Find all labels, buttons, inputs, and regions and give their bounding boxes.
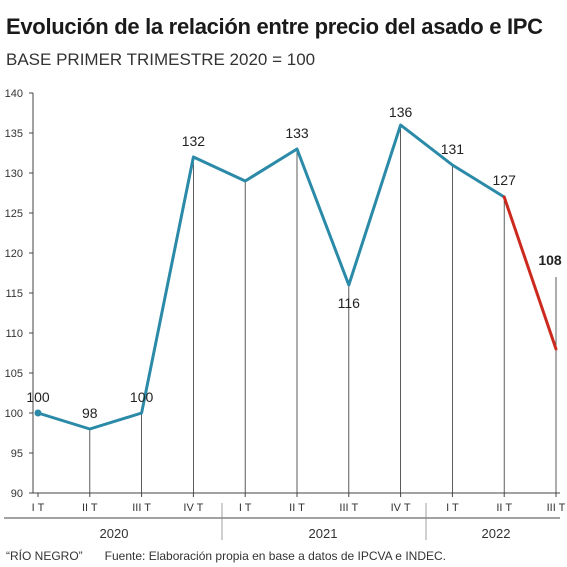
series-lines [34, 123, 558, 431]
highlight-segment [502, 195, 558, 351]
x-tick-label: IV T [183, 502, 203, 514]
data-label: 108 [538, 252, 562, 268]
footer-source: Fuente: Elaboración propia en base a dat… [104, 549, 446, 563]
data-label: 131 [441, 141, 465, 157]
y-tick-label: 105 [5, 368, 23, 380]
y-tick-label: 120 [5, 248, 23, 260]
data-label: 100 [26, 389, 50, 405]
year-label: 2020 [100, 526, 129, 541]
data-label: 132 [182, 133, 206, 149]
drop-lines [89, 125, 557, 493]
chart-title: Evolución de la relación entre precio de… [6, 14, 543, 39]
x-tick-label: IV T [391, 502, 411, 514]
x-axis: I T II T III T IV T I T II T III T IV T I T II T I… [4, 492, 566, 541]
y-tick-label: 90 [11, 488, 23, 500]
footer-credit: “RÍO NEGRO” [6, 549, 83, 563]
footer: “RÍO NEGRO” Fuente: Elaboración propia en… [6, 549, 446, 563]
y-tick-label: 95 [11, 448, 23, 460]
x-tick-label: I T [239, 502, 252, 514]
x-tick-label: II T [82, 502, 98, 514]
data-label: 98 [82, 405, 98, 421]
data-label: 127 [493, 172, 517, 188]
x-tick-label: I T [32, 502, 45, 514]
series-line [36, 123, 506, 431]
y-tick-label: 125 [5, 208, 23, 220]
y-tick-label: 100 [5, 408, 23, 420]
y-tick-label: 130 [5, 168, 23, 180]
start-point [34, 409, 42, 417]
x-tick-label: II T [289, 502, 305, 514]
year-label: 2022 [482, 526, 511, 541]
y-tick-label: 115 [5, 288, 23, 300]
y-tick-label: 135 [5, 128, 23, 140]
data-label: 100 [130, 389, 154, 405]
chart-subtitle: BASE PRIMER TRIMESTRE 2020 = 100 [6, 50, 316, 69]
data-labels: 100 98 100 132 133 116 136 131 127 108 [26, 104, 562, 421]
data-label: 136 [389, 104, 413, 120]
data-label: 133 [285, 125, 309, 141]
year-label: 2021 [309, 526, 338, 541]
y-axis: 90 95 100 105 110 115 120 125 130 135 140 [5, 88, 34, 500]
y-tick-label: 140 [5, 88, 23, 100]
x-tick-label: I T [446, 502, 459, 514]
x-tick-label: III T [547, 502, 566, 514]
y-tick-label: 110 [5, 328, 23, 340]
x-tick-label: III T [339, 502, 358, 514]
data-label: 116 [338, 295, 361, 311]
x-tick-label: II T [496, 502, 512, 514]
x-tick-label: III T [132, 502, 151, 514]
